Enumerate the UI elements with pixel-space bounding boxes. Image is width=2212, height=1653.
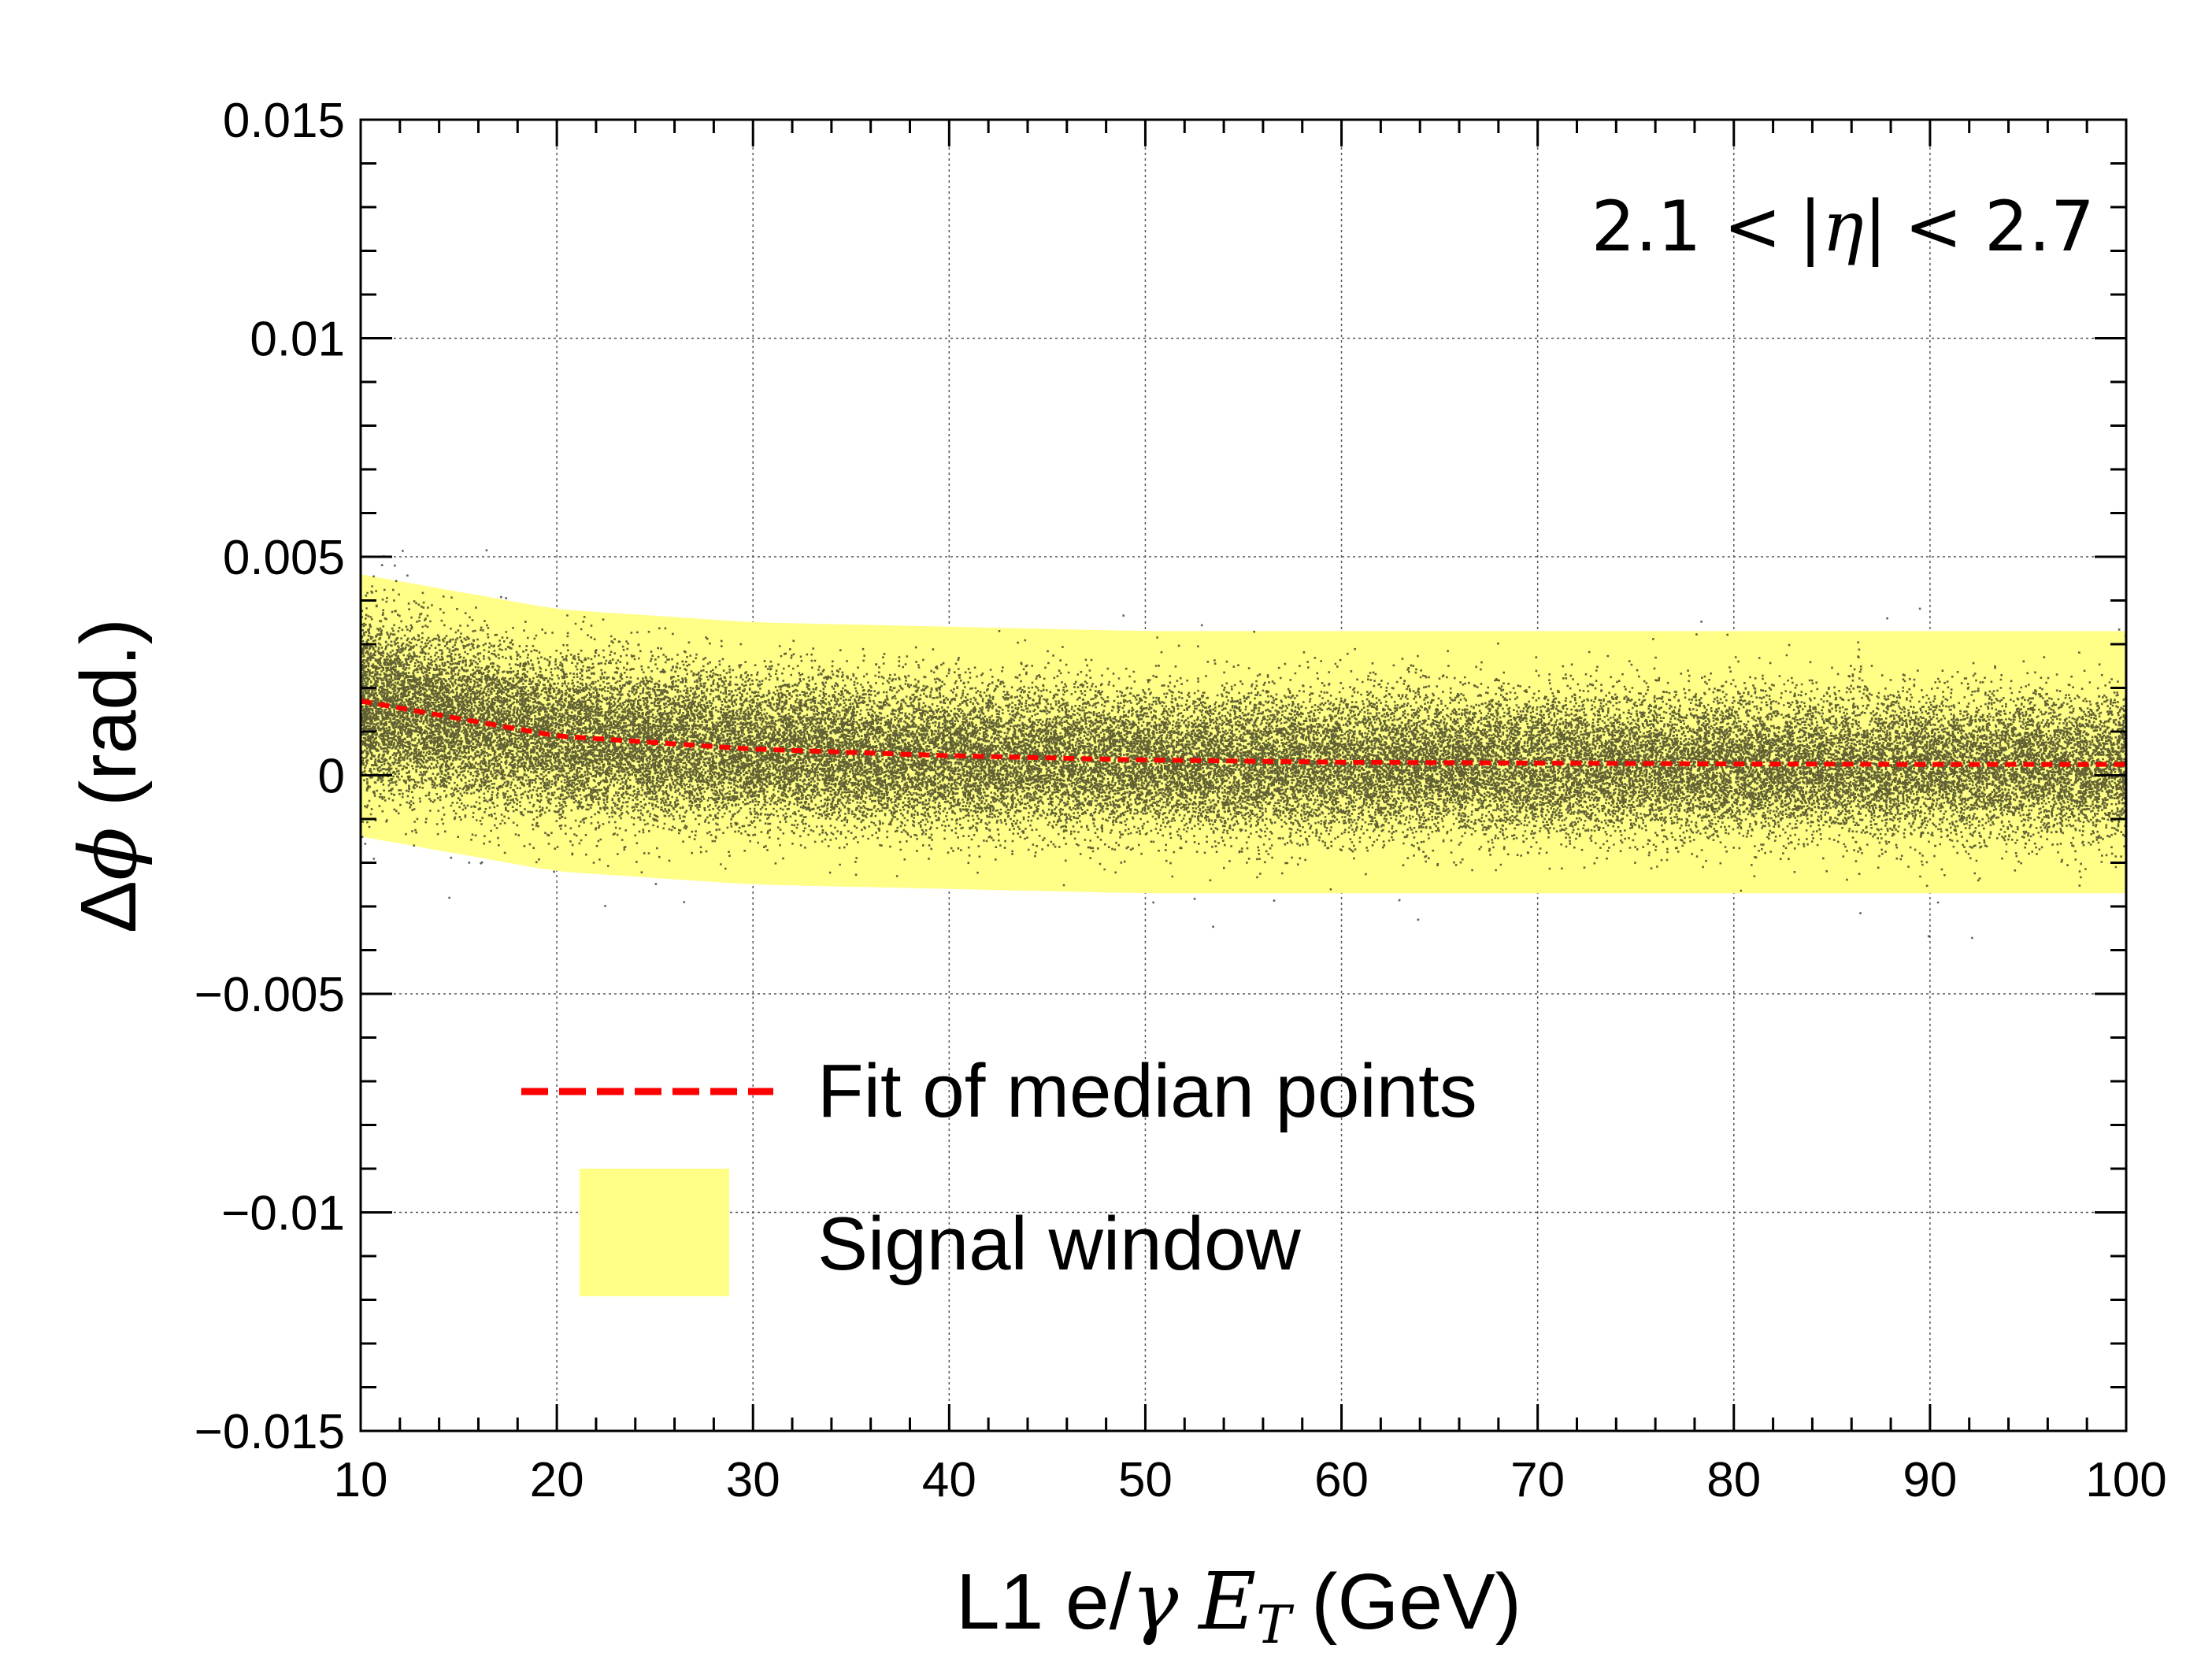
scatter-points-layer — [361, 549, 2126, 940]
abs-open: | — [1799, 186, 1822, 268]
x-axis-title: L1 e/γ ET (GeV) — [956, 1555, 1521, 1653]
eta-low: 2.1 < — [1591, 186, 1782, 267]
x-tick-label: 30 — [726, 1453, 780, 1507]
x-tick-label: 50 — [1118, 1453, 1173, 1507]
x-tick-label: 100 — [2085, 1453, 2166, 1507]
y-tick-label: −0.005 — [195, 968, 345, 1022]
x-tick-label: 60 — [1314, 1453, 1369, 1507]
axis-ticks: 10 20 30 40 50 60 70 80 90 100 −0.015 −0.01 −0.005 0 0… — [195, 94, 2167, 1507]
eta-range-label: 2.1 < |η| < 2.7 — [1591, 186, 2095, 268]
abs-close: | — [1864, 186, 1888, 268]
legend: Fit of median points Signal window — [521, 1049, 1477, 1296]
x-tick-label: 70 — [1510, 1453, 1565, 1507]
x-tick-label: 10 — [334, 1453, 388, 1507]
fit-layer — [361, 699, 2126, 767]
x-tick-label: 90 — [1903, 1453, 1957, 1507]
x-tick-label: 40 — [922, 1453, 976, 1507]
y-tick-label: 0 — [318, 750, 345, 804]
scatter-points — [361, 549, 2126, 940]
y-tick-label: 0.005 — [223, 531, 345, 585]
grid — [361, 120, 2126, 1431]
eta-high: < 2.7 — [1904, 186, 2095, 267]
y-tick-label: −0.015 — [195, 1405, 345, 1459]
legend-band-label: Signal window — [817, 1202, 1301, 1286]
y-tick-label: 0.015 — [223, 94, 345, 148]
legend-fit-label: Fit of median points — [817, 1049, 1477, 1133]
y-tick-label: 0.01 — [250, 313, 345, 367]
y-axis-title: Δϕ(rad.) — [62, 618, 154, 933]
eta-symbol: η — [1822, 186, 1864, 267]
x-tick-label: 20 — [530, 1453, 584, 1507]
legend-band-swatch — [580, 1169, 729, 1296]
median-fit-line — [361, 699, 2126, 767]
x-tick-label: 80 — [1706, 1453, 1761, 1507]
y-tick-label: −0.01 — [221, 1187, 345, 1241]
